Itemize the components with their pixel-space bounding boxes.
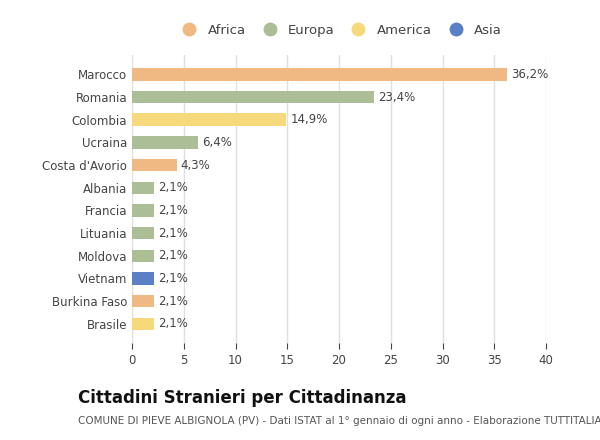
Text: 23,4%: 23,4% [379, 91, 416, 103]
Bar [132, 136, 198, 149]
Text: COMUNE DI PIEVE ALBIGNOLA (PV) - Dati ISTAT al 1° gennaio di ogni anno - Elabora: COMUNE DI PIEVE ALBIGNOLA (PV) - Dati IS… [78, 416, 600, 426]
Bar [132, 249, 154, 262]
Bar [132, 318, 154, 330]
Bar [132, 91, 374, 103]
Bar [132, 227, 154, 239]
Text: 6,4%: 6,4% [202, 136, 232, 149]
Text: 2,1%: 2,1% [158, 204, 188, 217]
Bar [132, 204, 154, 216]
Text: 2,1%: 2,1% [158, 272, 188, 285]
Text: 4,3%: 4,3% [181, 158, 211, 172]
Bar [132, 114, 286, 126]
Text: 2,1%: 2,1% [158, 227, 188, 240]
Bar [132, 68, 506, 81]
Text: Cittadini Stranieri per Cittadinanza: Cittadini Stranieri per Cittadinanza [78, 389, 407, 407]
Legend: Africa, Europa, America, Asia: Africa, Europa, America, Asia [170, 18, 508, 42]
Bar [132, 159, 176, 171]
Bar [132, 182, 154, 194]
Text: 2,1%: 2,1% [158, 249, 188, 262]
Text: 2,1%: 2,1% [158, 181, 188, 194]
Bar [132, 272, 154, 285]
Bar [132, 295, 154, 308]
Text: 2,1%: 2,1% [158, 317, 188, 330]
Text: 2,1%: 2,1% [158, 295, 188, 308]
Text: 14,9%: 14,9% [290, 113, 328, 126]
Text: 36,2%: 36,2% [511, 68, 548, 81]
